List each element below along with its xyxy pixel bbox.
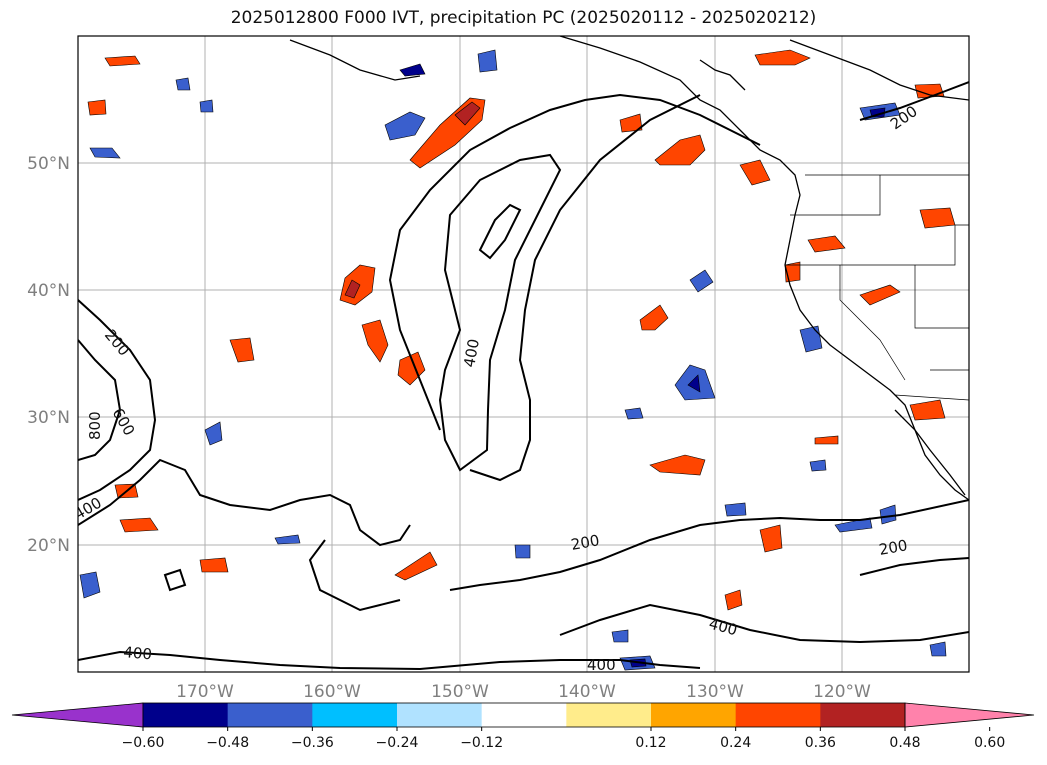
- contour-label-200-se: 200: [878, 536, 909, 559]
- colorbar-tick-label: −0.36: [291, 735, 334, 751]
- colorbar-tick-label: 0.12: [635, 735, 666, 751]
- precip-anomaly-fields: [79, 49, 956, 671]
- lon-label-130w: 130°W: [686, 682, 744, 702]
- longitude-labels: 170°W 160°W 150°W 140°W 130°W 120°W: [176, 682, 871, 702]
- colorbar-under-extension: [11, 702, 144, 728]
- colorbar-bin: [143, 703, 229, 727]
- colorbar-bin: [820, 703, 906, 727]
- contour-label-400-sw: 400: [123, 643, 153, 663]
- colorbar-tick-label: 0.60: [974, 735, 1005, 751]
- lon-label-120w: 120°W: [813, 682, 871, 702]
- colorbar-bin: [651, 703, 737, 727]
- lat-label-50n: 50°N: [27, 154, 70, 174]
- lon-label-140w: 140°W: [558, 682, 616, 702]
- colorbar-frame: [142, 702, 906, 728]
- colorbar-bin: [397, 703, 483, 727]
- lat-label-20n: 20°N: [27, 536, 70, 556]
- lon-label-170w: 170°W: [176, 682, 234, 702]
- contour-label-400-c: 400: [460, 337, 483, 368]
- colorbar-bin: [227, 703, 313, 727]
- colorbar-over-extension: [904, 702, 1035, 728]
- colorbar: −0.60 −0.48 −0.36 −0.24 −0.12 0.12 0.24 0.36 0.4…: [11, 702, 1035, 751]
- colorbar-tick-label: −0.60: [122, 735, 165, 751]
- ivt-contours: [78, 81, 969, 671]
- lon-label-160w: 160°W: [303, 682, 361, 702]
- map-title: 2025012800 F000 IVT, precipitation PC (2…: [230, 8, 817, 28]
- contour-label-800: 800: [86, 411, 104, 440]
- colorbar-bin: [735, 703, 821, 727]
- map-frame: [77, 35, 970, 673]
- state-borders: [785, 174, 969, 401]
- colorbar-tick-label: 0.36: [805, 735, 836, 751]
- contour-label-200-c: 200: [570, 531, 601, 554]
- colorbar-bin: [566, 703, 652, 727]
- contour-label-400-s2: 400: [587, 656, 616, 674]
- map-panel: [78, 36, 969, 672]
- colorbar-tick-label: −0.12: [460, 735, 503, 751]
- colorbar-tick-label: −0.24: [376, 735, 419, 751]
- colorbar-tick-label: 0.24: [720, 735, 751, 751]
- colorbar-tick-label: −0.48: [206, 735, 249, 751]
- colorbar-bin: [312, 703, 398, 727]
- lon-label-150w: 150°W: [431, 682, 489, 702]
- lat-label-30n: 30°N: [27, 408, 70, 428]
- colorbar-tick-label: 0.48: [889, 735, 920, 751]
- latitude-labels: 50°N 40°N 30°N 20°N: [27, 154, 70, 556]
- colorbar-bin: [481, 703, 567, 727]
- lat-label-40n: 40°N: [27, 281, 70, 301]
